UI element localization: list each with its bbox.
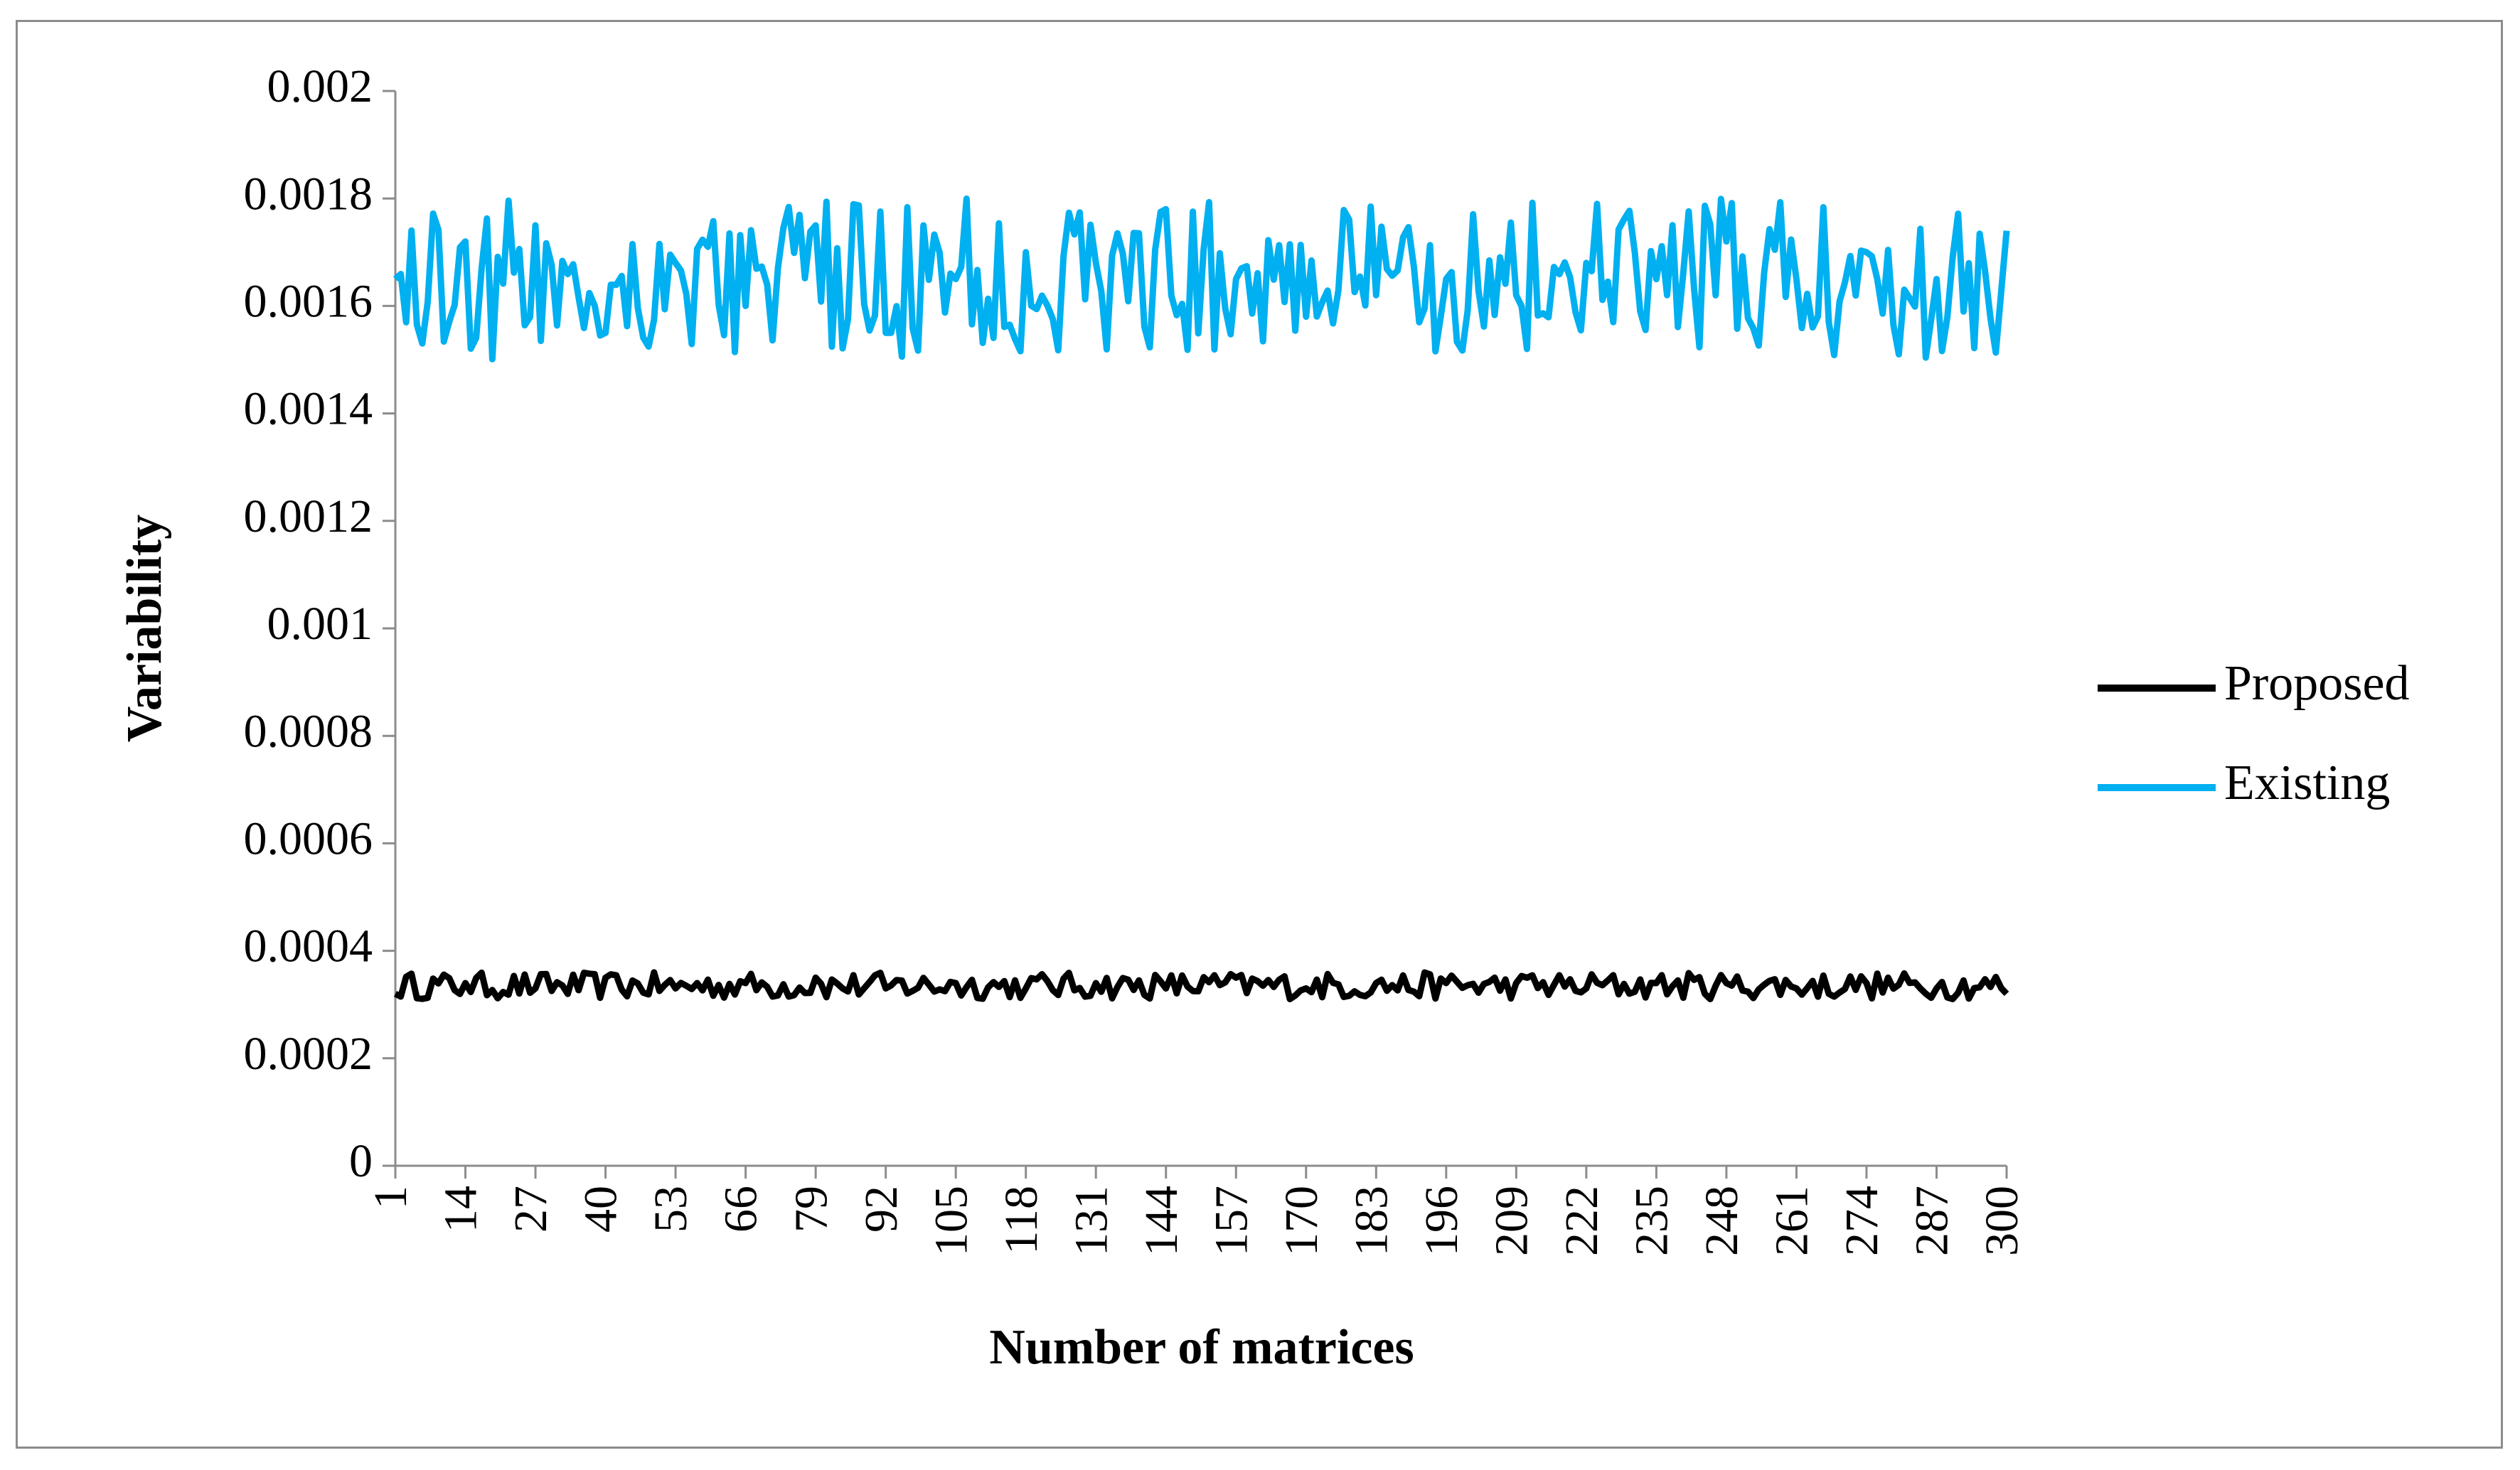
x-tick-label: 261 <box>1766 1186 1818 1256</box>
x-tick-label: 170 <box>1276 1186 1328 1256</box>
x-tick-label: 209 <box>1485 1186 1537 1256</box>
legend-label-existing: Existing <box>2224 756 2390 810</box>
legend-label-proposed: Proposed <box>2224 656 2410 711</box>
y-tick-label: 0.0012 <box>244 490 373 542</box>
x-tick-label: 287 <box>1906 1186 1958 1256</box>
y-axis-title: Variability <box>117 515 172 742</box>
x-tick-label: 144 <box>1136 1186 1187 1256</box>
series-line-proposed <box>393 969 2009 1002</box>
series-line-existing <box>393 195 2010 363</box>
x-tick-label: 79 <box>785 1186 837 1233</box>
y-axis: 0 0.0002 0.0004 0.0006 0.0008 0.001 0.0012 0.00… <box>244 60 397 1187</box>
x-tick-label: 157 <box>1205 1186 1257 1256</box>
y-tick-label: 0.0002 <box>244 1028 373 1080</box>
legend: Proposed Existing <box>2098 656 2410 810</box>
y-tick-label: 0.0004 <box>244 921 373 972</box>
legend-item-proposed: Proposed <box>2098 656 2410 711</box>
x-tick-label: 235 <box>1626 1186 1678 1256</box>
x-tick-label: 222 <box>1556 1186 1608 1256</box>
x-tick-label: 248 <box>1696 1186 1748 1256</box>
y-tick-label: 0.0008 <box>244 705 373 757</box>
x-tick-label: 53 <box>645 1186 697 1233</box>
y-tick-label: 0.0014 <box>244 383 373 435</box>
legend-item-existing: Existing <box>2098 756 2390 810</box>
x-tick-label: 196 <box>1416 1186 1468 1256</box>
x-tick-label: 40 <box>575 1186 627 1233</box>
x-tick-label: 66 <box>715 1186 767 1233</box>
y-tick-label: 0 <box>349 1135 373 1187</box>
y-tick-label: 0.0016 <box>244 276 373 328</box>
x-tick-label: 300 <box>1976 1186 2028 1256</box>
x-tick-label: 274 <box>1836 1186 1888 1256</box>
x-tick-label: 92 <box>855 1186 907 1233</box>
x-tick-label: 27 <box>505 1186 557 1233</box>
x-axis: 1 14 27 40 53 66 79 92 105 118 131 144 157 170 183 196 2… <box>365 1164 2028 1256</box>
x-tick-label: 118 <box>995 1186 1047 1255</box>
x-tick-label: 1 <box>365 1186 417 1209</box>
x-tick-label: 14 <box>435 1186 487 1233</box>
series-lines <box>393 195 2010 1002</box>
x-tick-label: 183 <box>1345 1186 1397 1256</box>
x-tick-label: 105 <box>925 1186 977 1256</box>
y-tick-label: 0.0006 <box>244 813 373 865</box>
x-tick-label: 131 <box>1065 1186 1117 1256</box>
y-tick-label: 0.002 <box>267 60 373 112</box>
y-tick-label: 0.001 <box>267 598 373 650</box>
x-axis-title: Number of matrices <box>989 1320 1414 1375</box>
y-tick-label: 0.0018 <box>244 168 373 220</box>
